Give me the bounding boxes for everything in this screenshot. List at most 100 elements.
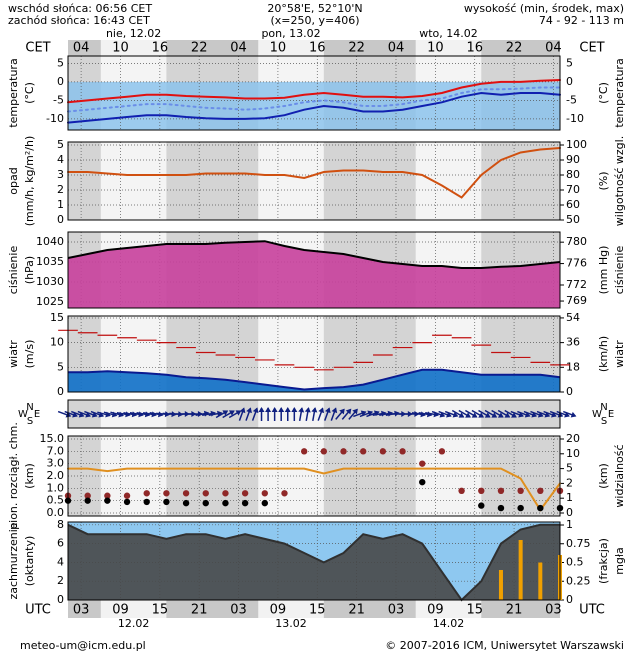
series-dot (143, 498, 150, 506)
y-tick-label: -5 (53, 93, 64, 106)
series-dot (202, 490, 209, 497)
series-dot (143, 490, 150, 497)
series-dot (399, 448, 406, 455)
y2-axis-label: mgła (613, 547, 626, 575)
series-area (68, 369, 560, 392)
wind-arrow (251, 407, 259, 421)
series-dot (379, 448, 387, 455)
arrow-head (235, 410, 242, 416)
arrow-head (367, 410, 374, 417)
y2-tick-label: 5 (566, 56, 573, 69)
arrow-head (531, 411, 538, 418)
series-dot (104, 492, 111, 499)
y2-tick-label: 50 (566, 213, 580, 226)
y2-tick-label: 90 (566, 153, 580, 166)
wind-arrow (504, 409, 517, 418)
y2-tick-label: 36 (566, 336, 580, 349)
arrow-head (298, 407, 305, 413)
wind-arrow (291, 407, 298, 421)
y-tick-label: 3.0 (47, 457, 65, 470)
y2-tick-label: 772 (566, 278, 587, 291)
wind-arrow (317, 407, 325, 421)
wind-arrow (536, 410, 551, 418)
day-band (100, 40, 167, 56)
utc-tick-label: 15 (152, 603, 169, 618)
series-line (67, 523, 560, 602)
day-band (258, 600, 324, 618)
y-axis-label: wiatr (7, 340, 20, 368)
cet-tick-label: 04 (73, 41, 90, 56)
arrow-head (239, 407, 246, 414)
panel-frame (67, 521, 561, 601)
wind-arrow (491, 409, 504, 418)
y-tick-label: 8 (57, 518, 64, 531)
panel: temperatura (°C) (°C) temperatura-10 -10-5 -5… (7, 55, 626, 131)
wind-arrow (258, 407, 265, 421)
day-band (258, 400, 324, 428)
panel: N NE ES SW W (18, 399, 614, 429)
series-area (68, 524, 560, 600)
arrow-head (544, 411, 551, 418)
utc-tick-label: 21 (191, 603, 208, 618)
series-line (67, 86, 561, 113)
series-dot (320, 448, 328, 455)
y2-axis-label: (frakcja) (597, 538, 610, 584)
arrow-head (85, 411, 91, 418)
compass-label: S (27, 416, 33, 427)
y2-tick-label: 0.75 (566, 537, 591, 550)
cet-tick-label: 22 (348, 41, 365, 56)
wind-arrow (265, 407, 272, 421)
sunset: zachód słońca: 16:43 CET (8, 14, 150, 27)
series-dot (497, 504, 505, 512)
series-dot (281, 490, 288, 497)
cet-date: pon, 13.02 (261, 27, 320, 40)
fog-bar (538, 562, 543, 600)
day-band (415, 40, 482, 56)
wind-arrow (431, 410, 446, 418)
series-line (67, 467, 561, 512)
y-tick-label: 10 (50, 336, 64, 349)
wind-arrow (324, 407, 331, 421)
compass-label: W (592, 409, 602, 420)
y2-tick-label: 780 (566, 235, 587, 248)
arrow-head (360, 410, 367, 417)
utc-tick-label: 03 (73, 603, 90, 618)
utc-tick-label: 09 (112, 603, 129, 618)
wind-arrow (451, 409, 465, 418)
panel: pion. rozciągł. chm. (km) (km) widzialność0… (7, 422, 626, 530)
cet-date: nie, 12.02 (106, 27, 161, 40)
day-band (258, 142, 324, 220)
wind-arrow (353, 410, 367, 418)
y2-tick-label: 10 (566, 447, 580, 460)
y-tick-label: 2.0 (47, 469, 65, 482)
wind-arrow (215, 410, 229, 419)
series-area (68, 241, 560, 308)
y-axis-label: (km) (23, 463, 36, 489)
email: meteo-um@icm.edu.pl (20, 639, 146, 652)
series-line (67, 91, 561, 124)
arrow-head (304, 407, 311, 413)
series-dot (419, 460, 426, 467)
arrow-head (518, 411, 524, 418)
series-line (67, 79, 561, 104)
panel: ciśnienie (hPa) (mm Hg) ciśnienie1025103010… (7, 231, 626, 309)
y-axis-label: zachmurzenie (7, 522, 20, 599)
day-band (415, 142, 482, 220)
utc-date: 14.02 (433, 617, 465, 630)
series-dot (419, 478, 426, 486)
arrow-head (570, 411, 577, 418)
utc-tick-label: 03 (388, 603, 405, 618)
arrow-head (228, 410, 235, 416)
copyright: © 2007-2016 ICM, Uniwersytet Warszawski (385, 639, 624, 652)
arrow-head (439, 411, 446, 418)
y-tick-label: 1040 (36, 235, 64, 248)
series-dot (497, 487, 505, 494)
wind-arrow (222, 410, 235, 419)
wind-arrow (271, 407, 278, 421)
wind-arrow (298, 407, 305, 422)
elevation: 74 - 92 - 113 m (539, 14, 624, 27)
arrow-head (291, 407, 298, 412)
wind-arrow (366, 410, 380, 418)
y2-tick-label: 769 (566, 294, 587, 307)
arrow-head (446, 411, 452, 418)
